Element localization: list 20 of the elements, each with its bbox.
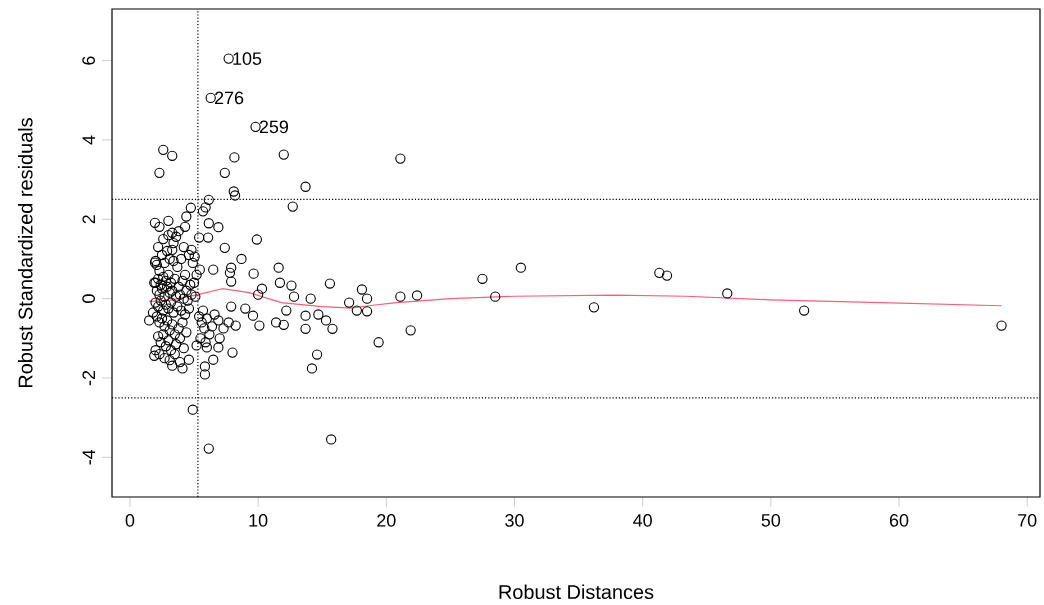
annotation: 259: [259, 120, 289, 134]
x-axis-title: Robust Distances: [499, 584, 654, 600]
annotation: 105: [233, 52, 262, 65]
y-tick-label: 6: [82, 56, 95, 65]
y-tick-label: -4: [82, 449, 95, 465]
line-series: [148, 288, 1003, 309]
y-tick-label: -2: [82, 370, 95, 386]
x-tick-label: 50: [761, 514, 781, 527]
annotation: 276: [215, 91, 244, 105]
y-axis-title: Robust Standardized residuals: [17, 118, 33, 388]
x-tick-label: 10: [249, 514, 268, 527]
x-tick-label: 30: [505, 514, 524, 527]
x-tick-label: 20: [377, 514, 396, 527]
y-tick-label: 0: [82, 294, 95, 303]
x-tick-label: 40: [633, 514, 652, 527]
x-tick-label: 70: [1018, 514, 1037, 527]
x-tick-label: 0: [125, 514, 135, 527]
x-tick-label: 60: [889, 514, 909, 527]
y-tick-label: 4: [82, 135, 95, 145]
y-tick-label: 2: [82, 215, 95, 224]
